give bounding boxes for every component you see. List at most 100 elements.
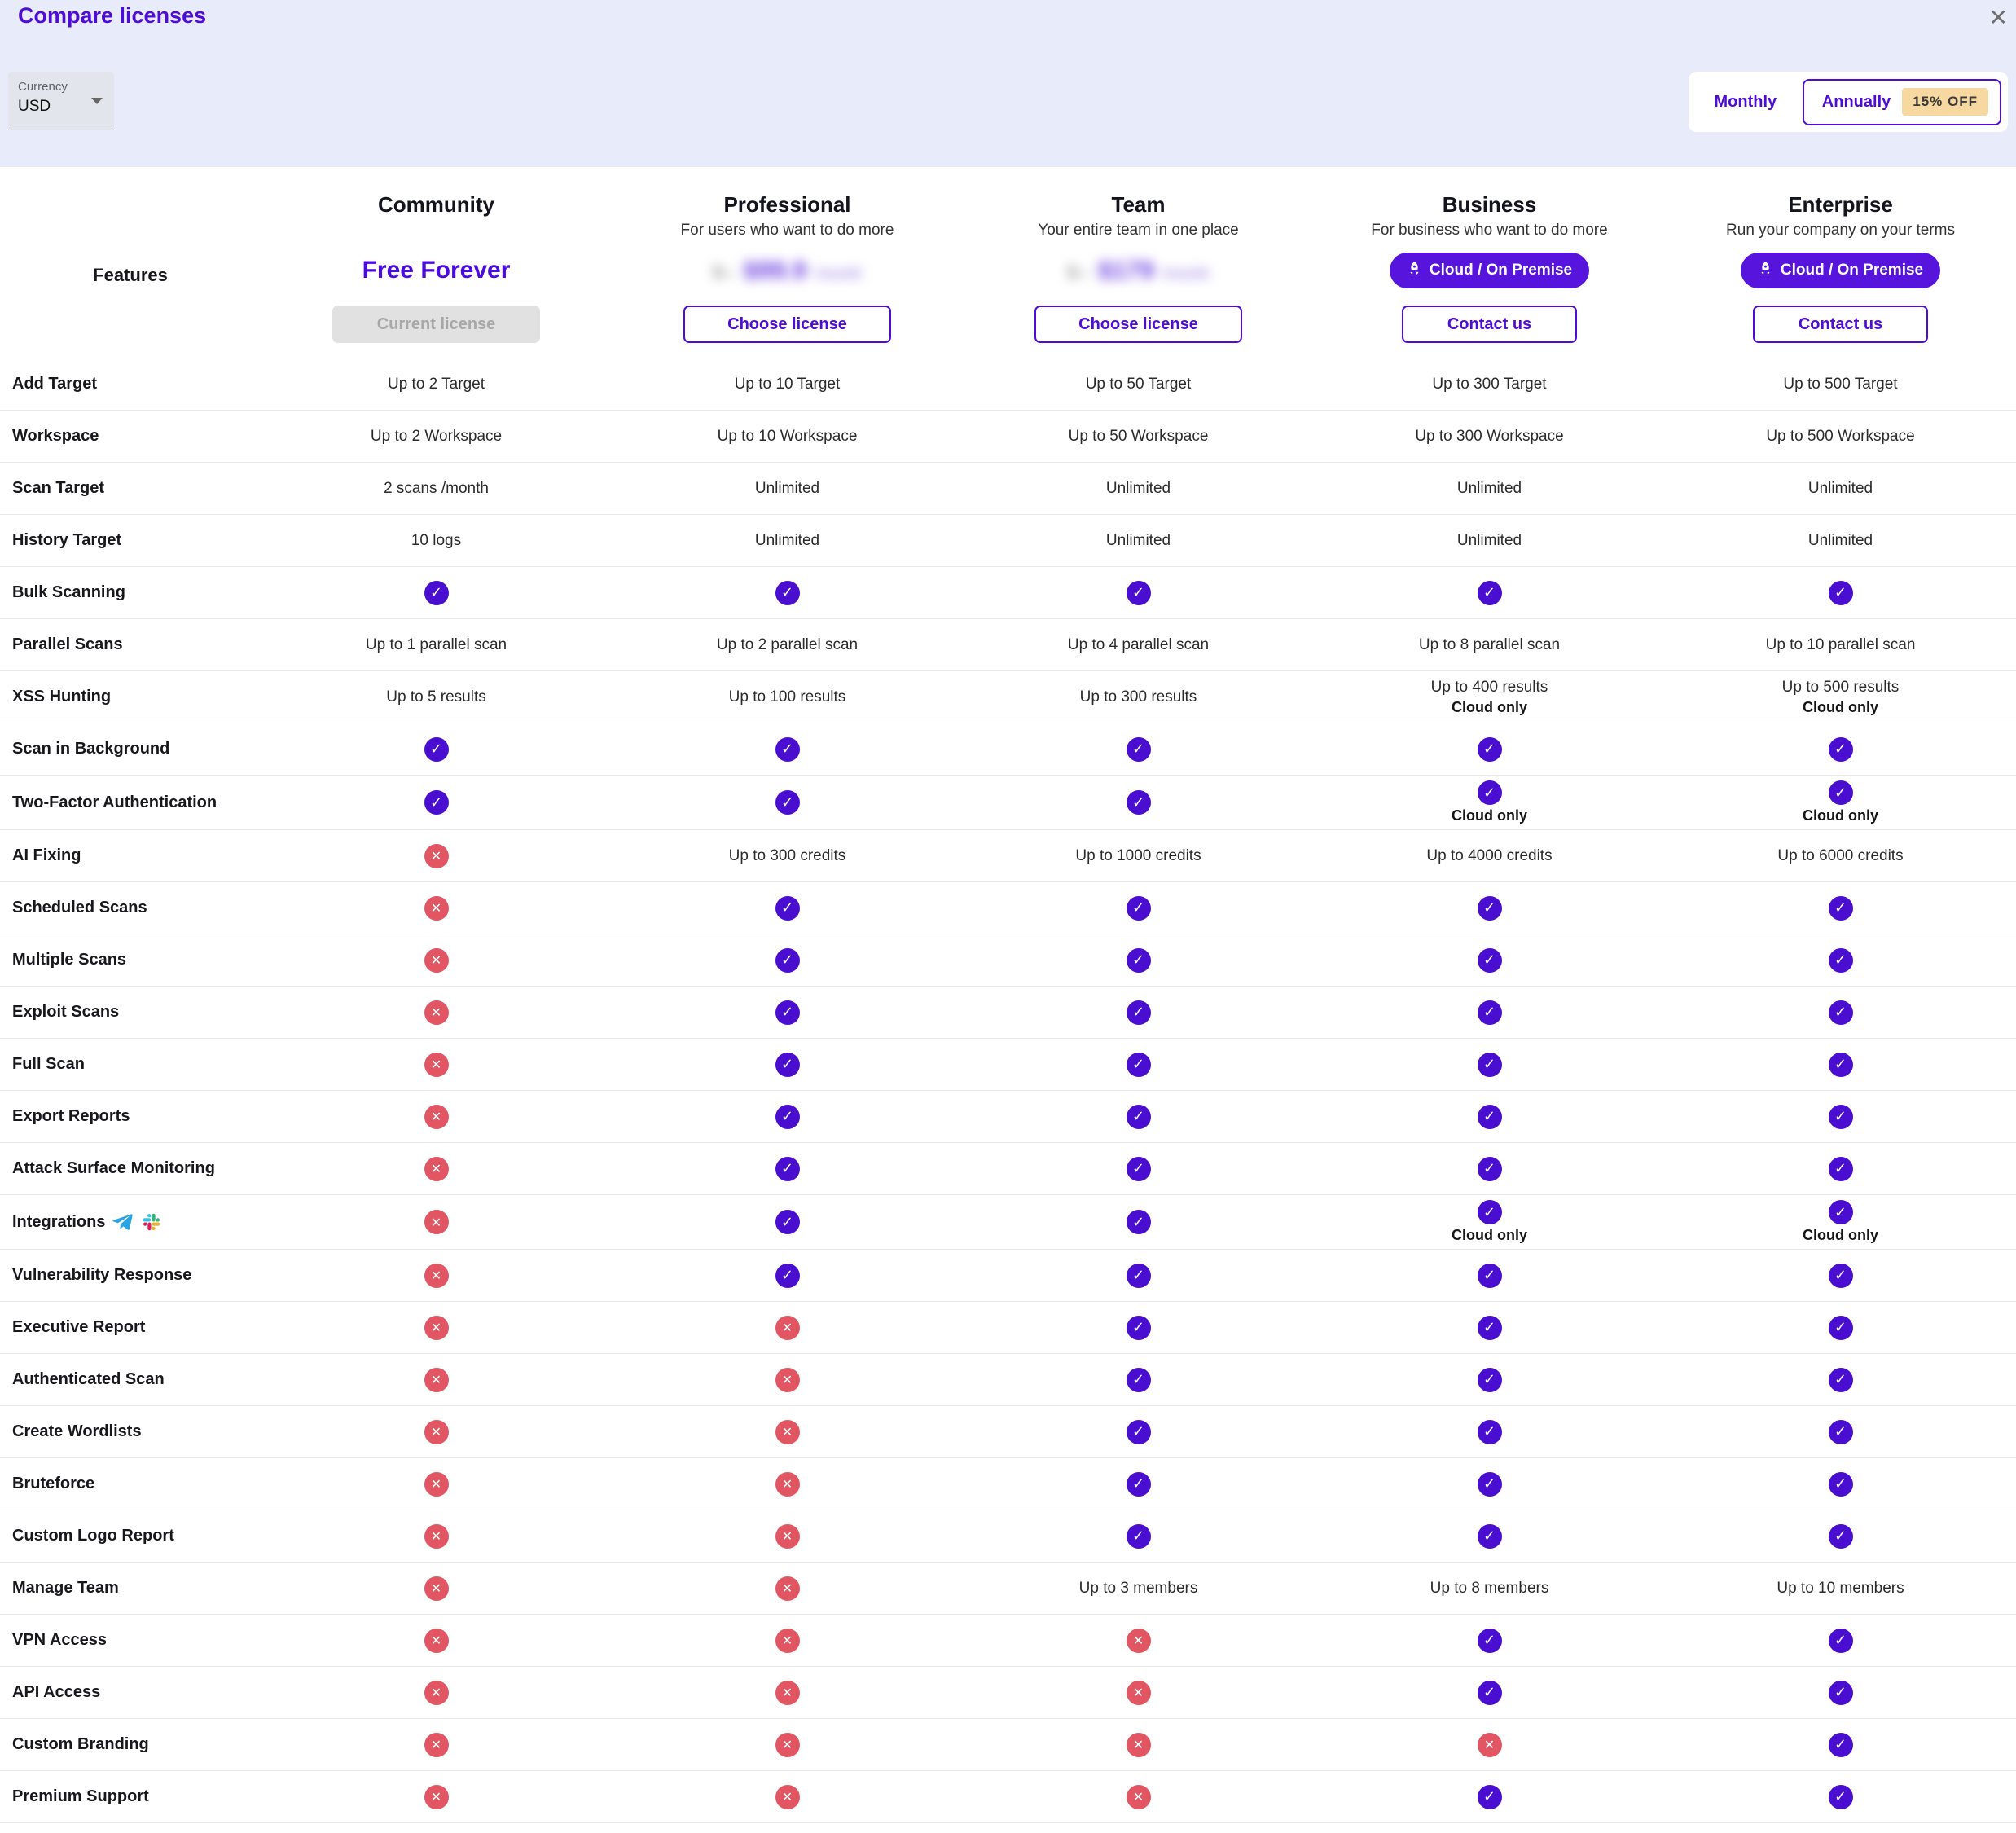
cell-enterprise: ✓ — [1665, 1052, 2016, 1077]
cell-team: ✓ — [963, 1523, 1314, 1549]
cell-team: ✕ — [963, 1732, 1314, 1757]
feature-name: Scan Target — [12, 479, 104, 497]
cell-value: Up to 50 Target — [1085, 375, 1192, 393]
cell-business: ✓ — [1314, 580, 1665, 605]
cell-professional: ✕ — [612, 1315, 963, 1340]
cell-enterprise: ✓ — [1665, 1315, 2016, 1340]
cell-team: ✕ — [963, 1680, 1314, 1705]
check-icon: ✓ — [424, 790, 449, 815]
feature-name: Manage Team — [12, 1579, 119, 1597]
cloud-only-note: Cloud only — [1452, 698, 1527, 715]
cell-team: Unlimited — [963, 480, 1314, 498]
feature-label: Parallel Scans — [0, 635, 261, 654]
check-icon: ✓ — [1828, 1471, 1853, 1497]
cell-value: Up to 1000 credits — [1075, 846, 1201, 864]
monthly-button[interactable]: Monthly — [1689, 93, 1803, 112]
cell-enterprise: ✓ — [1665, 1156, 2016, 1181]
cell-value: Up to 400 results — [1430, 678, 1548, 696]
cell-community: Up to 2 Workspace — [261, 428, 612, 446]
cell-professional: ✓ — [612, 947, 963, 973]
currency-label: Currency — [18, 80, 68, 94]
plan-name: Business — [1442, 192, 1537, 217]
choose-license-button[interactable]: Choose license — [1034, 306, 1242, 343]
cell-professional: ✓ — [612, 736, 963, 762]
check-icon: ✓ — [1828, 1419, 1853, 1444]
cross-icon: ✕ — [424, 1732, 449, 1757]
plan-price-blurred: $-- $179/month — [1067, 256, 1210, 285]
cross-icon: ✕ — [424, 1000, 449, 1025]
cell-professional: ✕ — [612, 1523, 963, 1549]
row-multiple-scans: Multiple Scans ✕ ✓ ✓ ✓ ✓ — [0, 934, 2016, 987]
features-header: Features — [93, 264, 168, 285]
cell-professional: Up to 10 Target — [612, 376, 963, 393]
cell-enterprise: ✓ — [1665, 895, 2016, 921]
feature-label: VPN Access — [0, 1631, 261, 1650]
cell-professional: ✕ — [612, 1680, 963, 1705]
cell-professional: Up to 300 credits — [612, 847, 963, 865]
cell-community: ✕ — [261, 1732, 612, 1757]
feature-label: API Access — [0, 1683, 261, 1702]
cell-professional: ✓ — [612, 790, 963, 815]
cell-team: ✓ — [963, 1052, 1314, 1077]
cell-enterprise: Up to 500 Target — [1665, 376, 2016, 393]
cell-enterprise: ✓ — [1665, 1000, 2016, 1025]
feature-name: Custom Logo Report — [12, 1527, 174, 1545]
cell-value: Up to 500 Workspace — [1766, 427, 1915, 445]
check-icon: ✓ — [1477, 1104, 1502, 1129]
cross-icon: ✕ — [424, 1104, 449, 1129]
annually-button[interactable]: Annually 15% OFF — [1802, 78, 2001, 125]
cell-value: Up to 300 Target — [1432, 375, 1547, 393]
check-icon: ✓ — [1477, 1000, 1502, 1025]
cell-business: Unlimited — [1314, 480, 1665, 498]
feature-name: Multiple Scans — [12, 951, 127, 969]
cross-icon: ✕ — [424, 1523, 449, 1549]
cross-icon: ✕ — [1126, 1680, 1151, 1705]
plan-price-free: Free Forever — [362, 257, 511, 284]
feature-name: Exploit Scans — [12, 1003, 120, 1021]
cross-icon: ✕ — [424, 843, 449, 868]
row-custom-logo-report: Custom Logo Report ✕ ✕ ✓ ✓ ✓ — [0, 1510, 2016, 1563]
cell-enterprise: ✓ — [1665, 1732, 2016, 1757]
cell-value: Up to 5 results — [386, 688, 486, 706]
cell-community: ✓ — [261, 580, 612, 605]
close-icon[interactable]: ✕ — [1988, 5, 2008, 30]
cell-value: Up to 300 Workspace — [1415, 427, 1564, 445]
check-icon: ✓ — [1828, 1104, 1853, 1129]
check-icon: ✓ — [775, 895, 800, 921]
contact-us-button[interactable]: Contact us — [1753, 306, 1928, 343]
slack-icon — [142, 1212, 161, 1232]
cell-enterprise: Up to 10 parallel scan — [1665, 636, 2016, 654]
check-icon: ✓ — [1828, 780, 1853, 805]
check-icon: ✓ — [1126, 1315, 1151, 1340]
cell-business: ✓ — [1314, 1680, 1665, 1705]
cross-icon: ✕ — [424, 947, 449, 973]
cross-icon: ✕ — [424, 1680, 449, 1705]
cross-icon: ✕ — [775, 1680, 800, 1705]
contact-us-button[interactable]: Contact us — [1402, 306, 1577, 343]
page-title: Compare licenses — [18, 3, 207, 28]
feature-label: Manage Team — [0, 1579, 261, 1598]
feature-name: Premium Support — [12, 1787, 149, 1805]
cell-enterprise: ✓ — [1665, 1471, 2016, 1497]
feature-name: Vulnerability Response — [12, 1266, 192, 1284]
cell-team: ✓ — [963, 1156, 1314, 1181]
check-icon: ✓ — [1828, 1052, 1853, 1077]
cross-icon: ✕ — [424, 1210, 449, 1234]
check-icon: ✓ — [775, 1210, 800, 1234]
cell-community: ✕ — [261, 1471, 612, 1497]
feature-table: Add Target Up to 2 Target Up to 10 Target U… — [0, 358, 2016, 1823]
feature-name: VPN Access — [12, 1631, 107, 1649]
check-icon: ✓ — [1828, 1000, 1853, 1025]
cloud-only-note: Cloud only — [1803, 698, 1878, 715]
cell-professional: ✕ — [612, 1732, 963, 1757]
cell-value: Up to 2 Workspace — [370, 427, 503, 445]
cell-enterprise: ✓ — [1665, 1367, 2016, 1392]
check-icon: ✓ — [1126, 1367, 1151, 1392]
cell-community: Up to 2 Target — [261, 376, 612, 393]
cross-icon: ✕ — [424, 1628, 449, 1653]
feature-name: AI Fixing — [12, 846, 81, 864]
currency-select[interactable]: Currency USD — [8, 72, 114, 130]
choose-license-button[interactable]: Choose license — [683, 306, 891, 343]
check-icon: ✓ — [1477, 580, 1502, 605]
cell-community: ✕ — [261, 1367, 612, 1392]
